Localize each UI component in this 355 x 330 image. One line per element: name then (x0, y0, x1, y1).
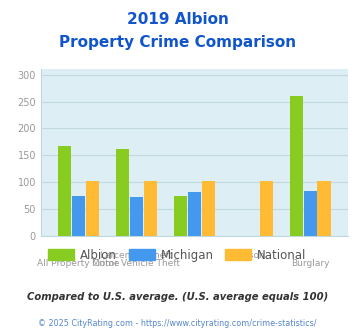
Bar (188, 192, 201, 236)
Bar (202, 181, 215, 236)
Text: © 2025 CityRating.com - https://www.cityrating.com/crime-statistics/: © 2025 CityRating.com - https://www.city… (38, 319, 317, 328)
Text: Larceny & Theft: Larceny & Theft (100, 251, 173, 260)
Bar (317, 181, 331, 236)
Text: Property Crime Comparison: Property Crime Comparison (59, 35, 296, 50)
Bar (174, 196, 187, 236)
Text: 2019 Albion: 2019 Albion (127, 12, 228, 26)
Text: Compared to U.S. average. (U.S. average equals 100): Compared to U.S. average. (U.S. average … (27, 292, 328, 302)
Text: All Property Crime: All Property Crime (37, 259, 120, 268)
Bar (304, 191, 317, 236)
Bar (130, 197, 143, 236)
Bar (144, 181, 157, 236)
Bar (116, 149, 129, 236)
Bar (72, 196, 85, 236)
Bar (290, 96, 303, 236)
Bar (58, 146, 71, 236)
Bar (86, 181, 99, 236)
Text: Burglary: Burglary (291, 259, 329, 268)
Bar (260, 181, 273, 236)
Legend: Albion, Michigan, National: Albion, Michigan, National (44, 244, 311, 266)
Text: Arson: Arson (239, 251, 265, 260)
Text: Motor Vehicle Theft: Motor Vehicle Theft (92, 259, 180, 268)
